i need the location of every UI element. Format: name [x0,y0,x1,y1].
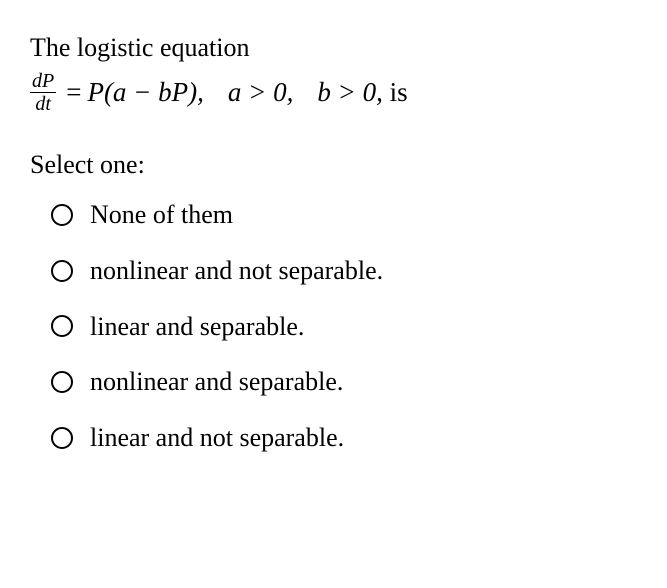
options-list: None of them nonlinear and not separable… [30,198,637,455]
fraction: dP dt [30,71,56,114]
radio-icon [50,314,74,338]
condition-a: a > 0, [228,72,293,113]
equation-line: dP dt = P(a − bP), a > 0, b > 0, is [30,71,637,114]
option-label: None of them [90,198,233,232]
radio-icon [50,203,74,227]
option-row[interactable]: linear and separable. [50,310,637,344]
select-prompt: Select one: [30,150,637,180]
option-label: nonlinear and separable. [90,365,343,399]
question-stem: The logistic equation dP dt = P(a − bP),… [30,28,637,114]
stem-line-1: The logistic equation [30,28,637,67]
option-row[interactable]: linear and not separable. [50,421,637,455]
option-row[interactable]: None of them [50,198,637,232]
fraction-numerator: dP [30,71,56,93]
option-label: nonlinear and not separable. [90,254,383,288]
equals-sign: = [66,72,81,113]
option-row[interactable]: nonlinear and separable. [50,365,637,399]
radio-icon [50,426,74,450]
radio-icon [50,259,74,283]
option-row[interactable]: nonlinear and not separable. [50,254,637,288]
option-label: linear and separable. [90,310,304,344]
radio-icon [50,370,74,394]
condition-b: b > 0, is [317,72,407,113]
option-label: linear and not separable. [90,421,344,455]
equation-body: P(a − bP), [87,72,203,113]
fraction-denominator: dt [35,93,51,114]
